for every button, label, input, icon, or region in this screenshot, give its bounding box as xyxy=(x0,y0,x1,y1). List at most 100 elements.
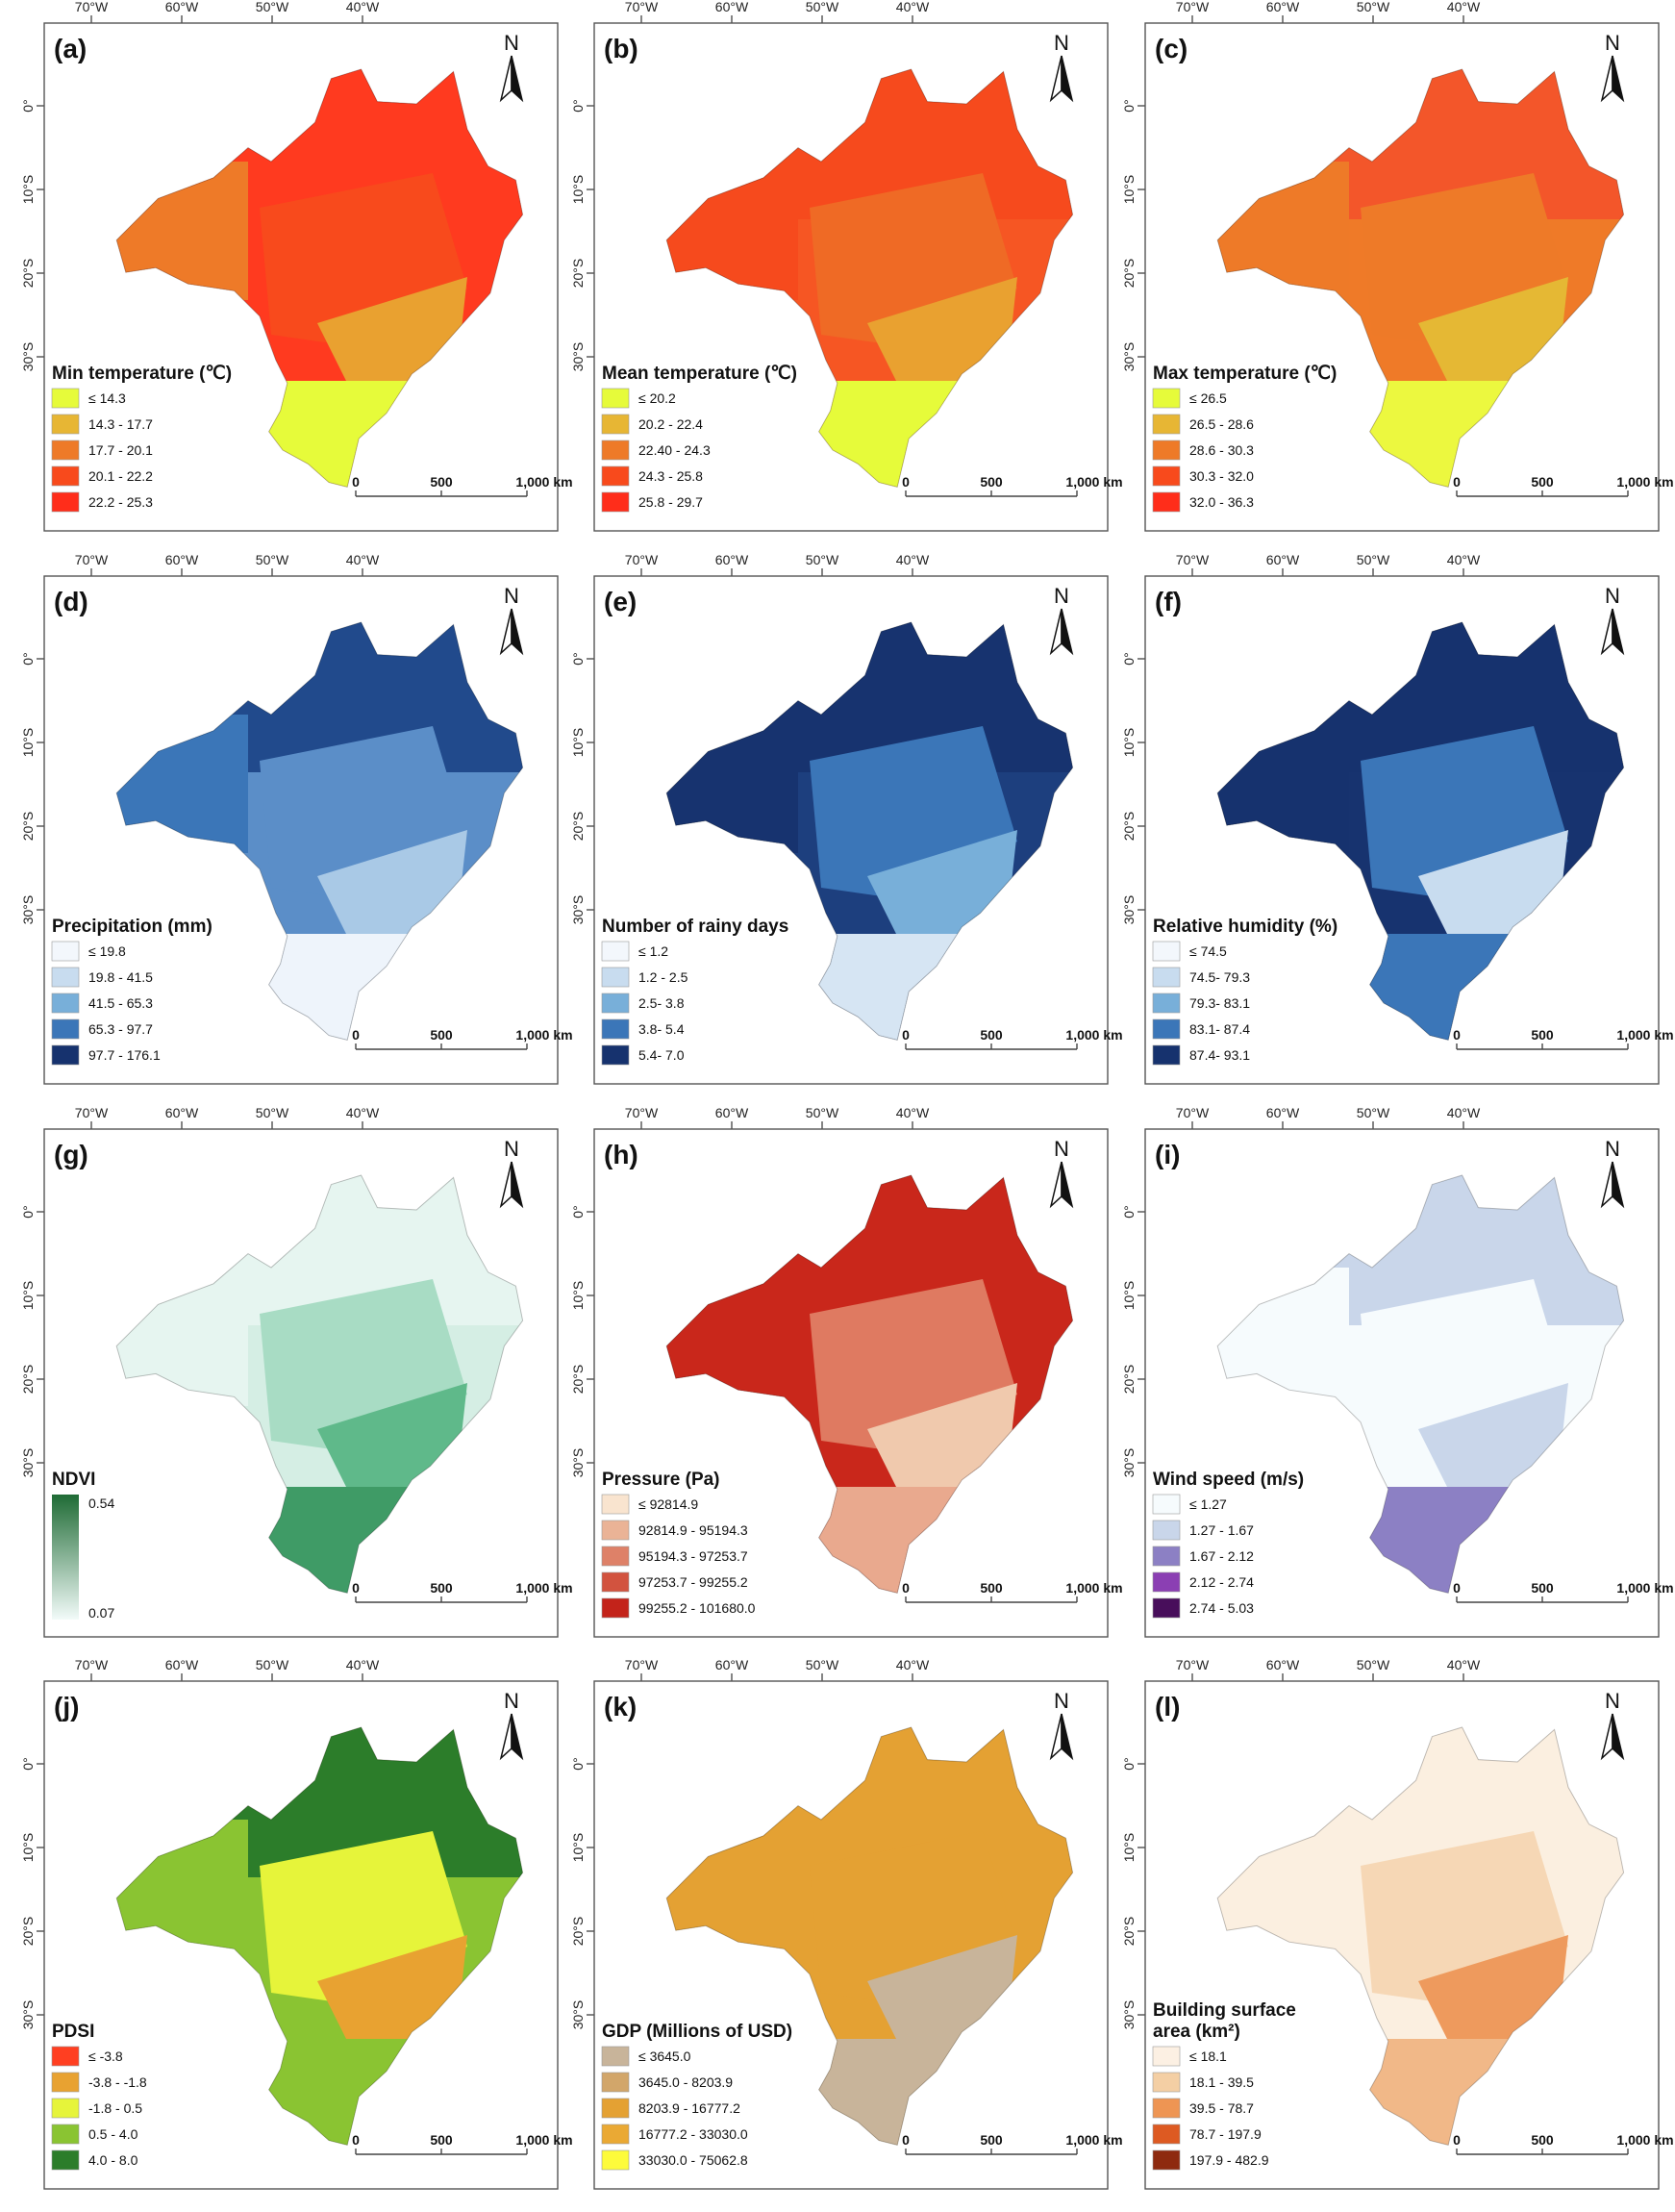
north-arrow-icon xyxy=(1061,1713,1074,1761)
scale-label: 1,000 km xyxy=(1065,2132,1122,2148)
north-arrow-icon xyxy=(511,1713,524,1761)
legend-entry: 26.5 - 28.6 xyxy=(1189,416,1254,432)
lon-tick-label-top: 60°W xyxy=(165,1657,199,1672)
legend-swatch xyxy=(1152,2124,1181,2145)
scale-label: 1,000 km xyxy=(515,1027,572,1043)
lat-tick-label: 20°S xyxy=(1121,1365,1137,1395)
legend-entry: 3645.0 - 8203.9 xyxy=(638,2074,733,2090)
legend-entry: ≤ 3645.0 xyxy=(638,2049,691,2064)
lon-tick-label-top: 70°W xyxy=(75,1657,109,1672)
scale-label: 0 xyxy=(902,1580,910,1596)
lat-tick-label: 20°S xyxy=(20,1365,36,1395)
legend-min-label: 0.07 xyxy=(88,1605,114,1621)
lat-tick-label: 30°S xyxy=(570,2000,586,2030)
legend-entry: 32.0 - 36.3 xyxy=(1189,494,1254,510)
scale-label: 1,000 km xyxy=(1065,1027,1122,1043)
lon-tick-label-top: 50°W xyxy=(806,0,839,14)
panel-label: (j) xyxy=(54,1692,79,1722)
legend-swatch xyxy=(51,2072,80,2093)
legend-entry: ≤ 1.27 xyxy=(1189,1496,1227,1512)
lon-tick-label-top: 40°W xyxy=(346,552,380,567)
lat-tick-label: 0° xyxy=(1121,652,1137,665)
lon-tick-label-top: 70°W xyxy=(1176,1105,1210,1120)
legend-title: Building surface xyxy=(1153,2000,1296,2021)
legend-swatch xyxy=(601,491,630,513)
lat-tick-label: 30°S xyxy=(1121,342,1137,372)
legend-swatch xyxy=(1152,491,1181,513)
legend-entry: 24.3 - 25.8 xyxy=(638,468,703,484)
north-label: N xyxy=(1054,1137,1069,1161)
lat-tick-label: 20°S xyxy=(20,812,36,842)
legend-max-label: 0.54 xyxy=(88,1496,114,1511)
north-label: N xyxy=(1605,1137,1620,1161)
legend-entry: 2.74 - 5.03 xyxy=(1189,1600,1254,1616)
lat-tick-label: 30°S xyxy=(570,342,586,372)
north-label: N xyxy=(1605,31,1620,55)
north-label: N xyxy=(504,31,519,55)
legend-title: Min temperature (℃) xyxy=(52,364,232,384)
legend-swatch xyxy=(1152,1018,1181,1040)
lon-tick-label-top: 40°W xyxy=(346,1657,380,1672)
legend-entry: 74.5- 79.3 xyxy=(1189,969,1250,985)
lon-tick-label-top: 60°W xyxy=(165,1105,199,1120)
scale-label: 1,000 km xyxy=(1065,474,1122,490)
legend-entry: ≤ 1.2 xyxy=(638,943,668,959)
lon-tick-label-top: 50°W xyxy=(256,552,289,567)
legend-swatch xyxy=(601,993,630,1014)
north-arrow-icon xyxy=(1612,1713,1625,1761)
legend-swatch xyxy=(51,993,80,1014)
scale-label: 500 xyxy=(430,2132,453,2148)
legend-title: Relative humidity (%) xyxy=(1153,917,1338,937)
lon-tick-label-top: 70°W xyxy=(75,0,109,14)
legend-swatch xyxy=(51,440,80,461)
lon-tick-label-top: 60°W xyxy=(1266,0,1300,14)
lon-tick-label-top: 50°W xyxy=(806,552,839,567)
legend-entry: 28.6 - 30.3 xyxy=(1189,442,1254,458)
scale-label: 0 xyxy=(902,1027,910,1043)
north-arrow-icon xyxy=(1061,55,1074,103)
lon-tick-label-top: 70°W xyxy=(75,552,109,567)
lon-tick-label-top: 70°W xyxy=(625,552,659,567)
lon-tick-label-top: 50°W xyxy=(1357,552,1390,567)
legend-entry: 18.1 - 39.5 xyxy=(1189,2074,1254,2090)
legend-title: Pressure (Pa) xyxy=(602,1470,720,1490)
legend-entry: ≤ 26.5 xyxy=(1189,390,1227,406)
legend-swatch xyxy=(51,1018,80,1040)
scale-label: 1,000 km xyxy=(1616,1580,1673,1596)
lat-tick-label: 10°S xyxy=(1121,728,1137,758)
lat-tick-label: 20°S xyxy=(20,259,36,289)
legend-entry: 22.2 - 25.3 xyxy=(88,494,153,510)
legend-swatch xyxy=(1152,1494,1181,1515)
lon-tick-label-top: 50°W xyxy=(1357,1657,1390,1672)
scale-label: 0 xyxy=(1453,1027,1461,1043)
lon-tick-label-top: 50°W xyxy=(256,1657,289,1672)
lat-tick-label: 10°S xyxy=(20,1833,36,1863)
lon-tick-label-top: 60°W xyxy=(715,1105,749,1120)
lat-tick-label: 10°S xyxy=(1121,175,1137,205)
legend-swatch xyxy=(601,465,630,487)
legend-entry: 17.7 - 20.1 xyxy=(88,442,153,458)
lat-tick-label: 0° xyxy=(20,99,36,112)
panel-label: (b) xyxy=(604,34,638,63)
north-arrow-icon xyxy=(511,608,524,656)
legend-swatch xyxy=(1152,993,1181,1014)
legend-title: Mean temperature (℃) xyxy=(602,364,797,384)
legend-entry: 1.2 - 2.5 xyxy=(638,969,688,985)
legend-swatch xyxy=(1152,388,1181,409)
legend-swatch xyxy=(51,388,80,409)
legend-entry: 79.3- 83.1 xyxy=(1189,995,1250,1011)
map-panel: 70°W 60°W 50°W 40°W 0° 10°S 20°S 30°S (i) N Wind s… xyxy=(1121,1105,1674,1638)
legend-swatch xyxy=(51,1044,80,1066)
lat-tick-label: 20°S xyxy=(570,812,586,842)
legend-entry: 39.5 - 78.7 xyxy=(1189,2100,1254,2116)
north-label: N xyxy=(1054,1689,1069,1713)
legend-swatch xyxy=(601,2124,630,2145)
lon-tick-label-top: 40°W xyxy=(896,0,930,14)
legend-swatch xyxy=(1152,1546,1181,1567)
legend-entry: -1.8 - 0.5 xyxy=(88,2100,142,2116)
legend-swatch xyxy=(51,967,80,988)
lat-tick-label: 20°S xyxy=(570,1365,586,1395)
north-label: N xyxy=(1605,584,1620,608)
lat-tick-label: 10°S xyxy=(570,728,586,758)
